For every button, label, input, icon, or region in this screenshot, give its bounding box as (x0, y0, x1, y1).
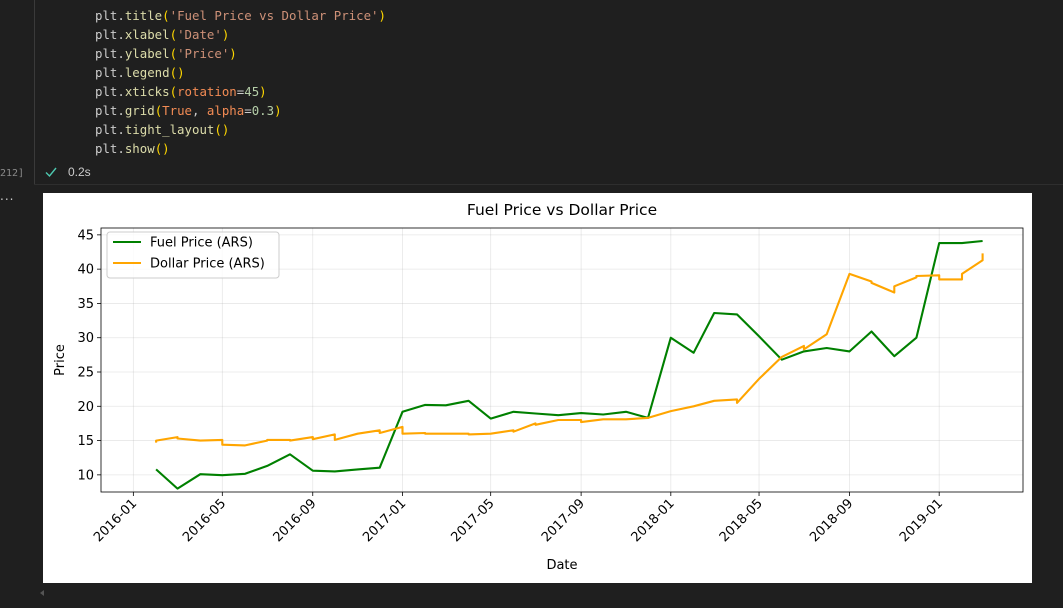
code-token: plt. (95, 84, 125, 99)
execution-time: 0.2s (68, 165, 91, 179)
code-token: plt. (95, 122, 125, 137)
x-tick-label: 2017-09 (539, 496, 588, 545)
code-token: legend (124, 65, 170, 80)
y-axis-label: Price (53, 344, 68, 376)
code-token: plt. (95, 27, 125, 42)
output-area: 10 15 20 25 30 35 40 45 2016-01 2016-05 2016-09 201… (43, 193, 1032, 583)
y-tick-label: 45 (77, 228, 94, 243)
chart-title: Fuel Price vs Dollar Price (467, 201, 657, 219)
code-token: show (124, 141, 155, 156)
code-token: 'Date' (177, 27, 222, 42)
y-tick-label: 35 (77, 297, 94, 312)
code-cell[interactable]: plt.title('Fuel Price vs Dollar Price') p… (35, 0, 1063, 184)
code-token: () (214, 122, 230, 137)
x-tick-label: 2017-01 (360, 496, 409, 545)
x-tick-label: 2018-09 (807, 496, 856, 545)
code-token: plt. (95, 141, 125, 156)
series-line-0 (155, 239, 983, 490)
code-token: rotation (177, 84, 237, 99)
code-token: tight_layout (124, 122, 215, 137)
execution-count: 212] (0, 168, 25, 179)
cell-gutter (0, 0, 34, 608)
output-menu-ellipsis[interactable]: ... (0, 189, 15, 203)
cell-focus-border (34, 0, 35, 184)
code-token: title (124, 8, 163, 23)
code-line: plt.xlabel('Date') (95, 25, 386, 44)
code-token: ) (259, 84, 267, 99)
code-token: () (154, 141, 170, 156)
code-token: plt. (95, 8, 125, 23)
legend-box (106, 231, 280, 279)
x-tick-label: 2018-05 (717, 496, 766, 545)
x-tick-label: 2019-01 (897, 496, 946, 545)
x-tick-label: 2017-05 (448, 496, 497, 545)
code-token: xticks (124, 84, 170, 99)
code-line: plt.show() (95, 139, 386, 158)
legend-label: Dollar Price (ARS) (150, 257, 265, 272)
code-token: ( (169, 84, 178, 99)
code-token: ylabel (124, 46, 170, 61)
code-token: plt. (95, 103, 125, 118)
code-line: plt.xticks(rotation=45) (95, 82, 386, 101)
y-tick-label: 40 (77, 263, 94, 278)
code-token: alpha (206, 103, 245, 118)
check-icon (45, 167, 57, 178)
y-tick-label: 20 (77, 400, 94, 415)
x-axis-label: Date (546, 558, 577, 573)
code-line: plt.title('Fuel Price vs Dollar Price') (95, 6, 386, 25)
code-token: ( (154, 103, 163, 118)
code-token: grid (124, 103, 155, 118)
cell-separator (34, 184, 1063, 185)
code-line: plt.ylabel('Price') (95, 44, 386, 63)
code-token: 'Price' (177, 46, 230, 61)
y-tick-label: 30 (77, 331, 94, 346)
code-token: = (244, 103, 252, 118)
legend-label: Fuel Price (ARS) (150, 236, 253, 251)
code-token: ) (229, 46, 237, 61)
scroll-left-icon[interactable] (38, 588, 48, 598)
code-token: 45 (244, 84, 260, 99)
code-token: () (169, 65, 185, 80)
y-tick-label: 15 (77, 434, 94, 449)
code-token: ( (169, 46, 178, 61)
code-token: plt. (95, 46, 125, 61)
code-token: ( (169, 27, 178, 42)
code-token: = (236, 84, 245, 99)
code-token: 'Fuel Price vs Dollar Price' (169, 8, 379, 23)
code-editor[interactable]: plt.title('Fuel Price vs Dollar Price') p… (95, 6, 386, 158)
code-token: , (192, 103, 207, 118)
x-tick-label: 2016-05 (180, 496, 229, 545)
code-line: plt.tight_layout() (95, 120, 386, 139)
plot-frame (100, 227, 1024, 493)
code-token: xlabel (124, 27, 170, 42)
code-token: ) (221, 27, 230, 42)
code-line: plt.grid(True, alpha=0.3) (95, 101, 386, 120)
x-tick-label: 2016-09 (271, 496, 320, 545)
code-token: ) (378, 8, 386, 23)
series-line-1 (155, 253, 984, 447)
y-tick-label: 10 (77, 468, 94, 483)
line-chart: 10 15 20 25 30 35 40 45 2016-01 2016-05 2016-09 201… (53, 201, 1024, 573)
code-line: plt.legend() (95, 63, 386, 82)
x-tick-label: 2016-01 (91, 496, 140, 545)
code-token: 0.3 (251, 103, 275, 118)
code-token: ) (274, 103, 282, 118)
code-token: ( (162, 8, 170, 23)
code-token: plt. (95, 65, 125, 80)
code-token: True (162, 103, 192, 118)
x-tick-label: 2018-01 (629, 496, 678, 545)
execution-status: 0.2s (44, 165, 91, 179)
y-tick-label: 25 (77, 366, 94, 381)
